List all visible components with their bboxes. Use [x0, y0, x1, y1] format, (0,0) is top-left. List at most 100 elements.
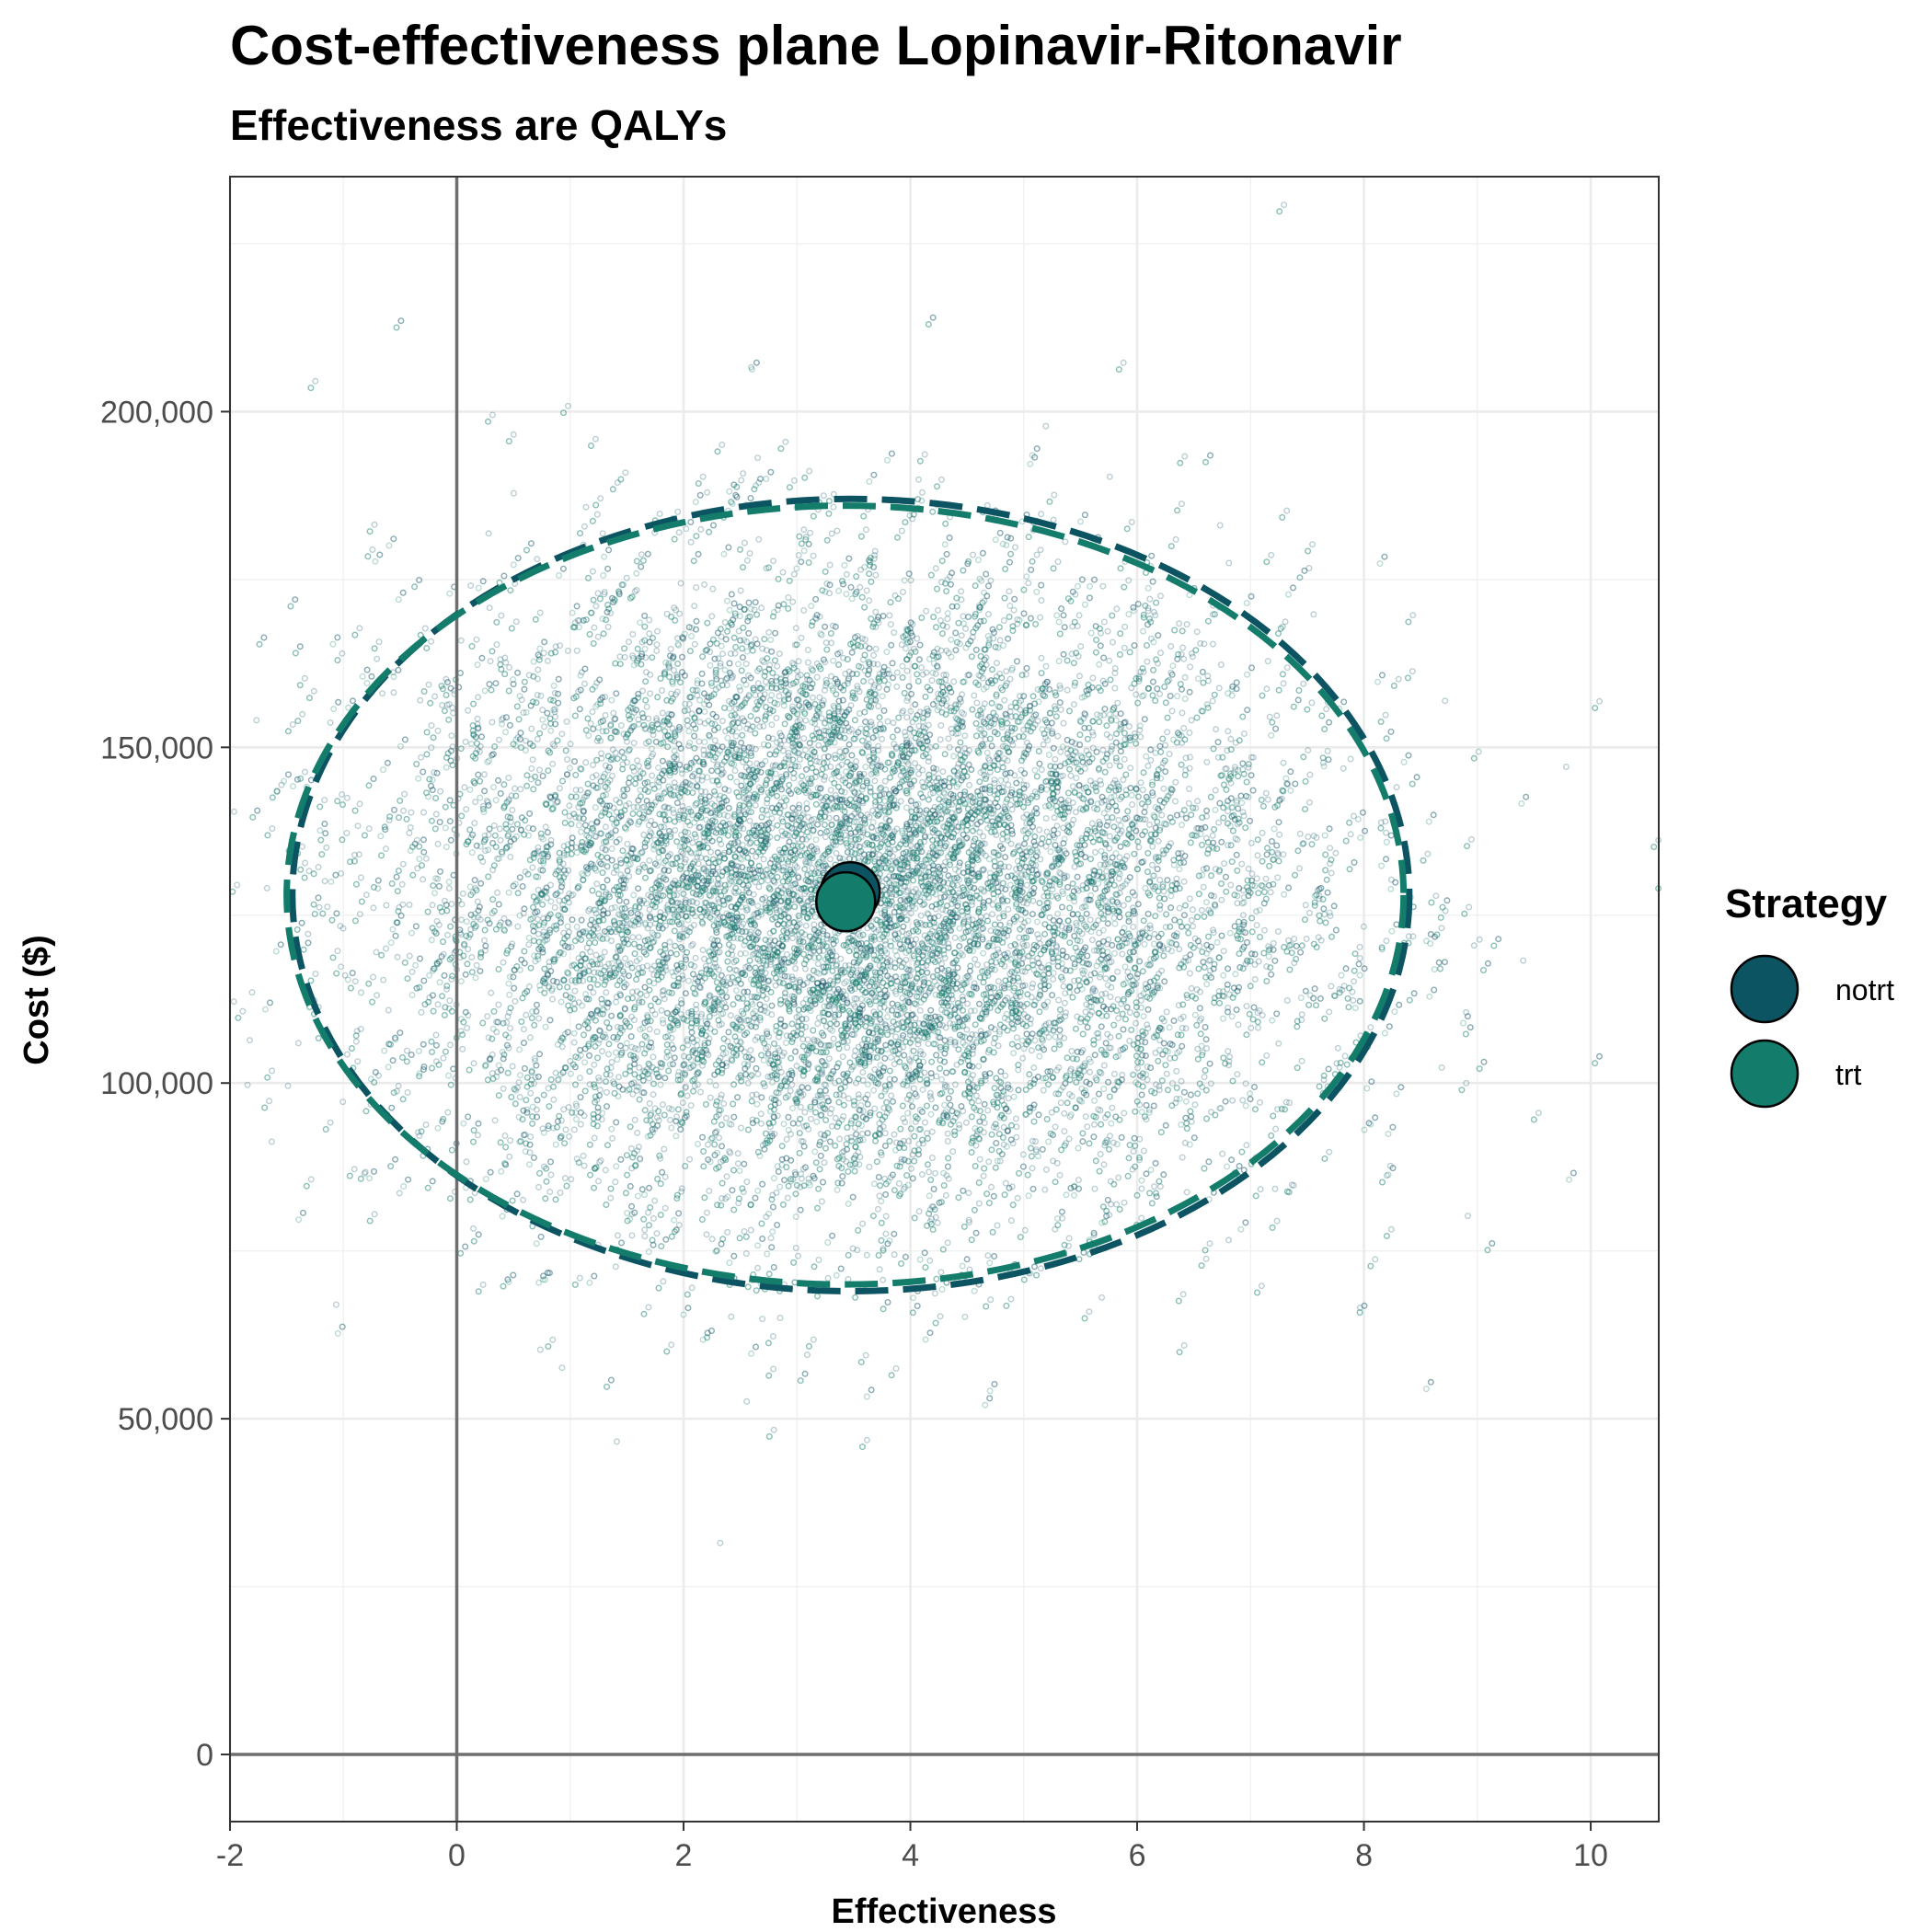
scatter-point — [909, 903, 916, 910]
scatter-point — [940, 845, 948, 852]
scatter-point — [608, 904, 615, 912]
scatter-point — [900, 753, 907, 761]
scatter-point — [520, 910, 527, 917]
scatter-point — [748, 363, 755, 371]
scatter-point — [650, 1091, 657, 1098]
scatter-point — [1123, 877, 1131, 884]
scatter-point — [744, 614, 752, 621]
scatter-point — [990, 807, 997, 814]
scatter-point — [758, 1120, 765, 1127]
scatter-point — [383, 902, 390, 909]
scatter-point — [1215, 868, 1223, 876]
scatter-point — [804, 646, 811, 653]
scatter-point — [1007, 840, 1015, 847]
scatter-point — [1476, 936, 1483, 943]
scatter-point — [862, 1043, 869, 1051]
scatter-point — [1356, 954, 1363, 961]
scatter-point — [488, 989, 495, 996]
scatter-point — [1095, 766, 1102, 774]
scatter-point — [731, 966, 739, 973]
scatter-point — [1328, 983, 1335, 990]
scatter-point — [701, 581, 708, 588]
scatter-point — [875, 1068, 882, 1075]
scatter-point — [982, 852, 989, 859]
scatter-point — [832, 752, 839, 759]
scatter-point — [828, 1071, 835, 1078]
scatter-point — [1100, 1049, 1108, 1056]
scatter-point — [905, 770, 913, 777]
scatter-point — [593, 1097, 601, 1104]
scatter-point — [783, 950, 790, 958]
scatter-point — [860, 814, 868, 822]
scatter-point — [671, 768, 678, 776]
scatter-point — [918, 1170, 926, 1178]
scatter-point — [722, 728, 730, 735]
scatter-point — [879, 735, 886, 742]
scatter-point — [497, 656, 504, 663]
scatter-point — [677, 807, 684, 814]
grid-minor — [230, 177, 1659, 1822]
scatter-point — [1102, 975, 1110, 983]
scatter-point — [1177, 1015, 1184, 1022]
scatter-point — [960, 1108, 967, 1115]
scatter-point — [1248, 753, 1255, 761]
scatter-point — [962, 1119, 970, 1126]
scatter-point — [1013, 801, 1020, 809]
scatter-point — [742, 796, 750, 803]
scatter-point — [1113, 907, 1121, 914]
scatter-point — [602, 845, 609, 853]
scatter-point — [966, 937, 973, 945]
scatter-point — [749, 1091, 756, 1098]
scatter-point — [760, 976, 767, 983]
scatter-point — [1178, 650, 1185, 658]
scatter-point — [773, 779, 780, 787]
scatter-point — [854, 1247, 861, 1254]
scatter-point — [1041, 1003, 1049, 1010]
scatter-point — [965, 1190, 972, 1197]
scatter-point — [1128, 684, 1135, 692]
scatter-point — [842, 1073, 849, 1080]
scatter-point — [535, 1183, 543, 1190]
scatter-point — [879, 791, 886, 799]
scatter-point — [1239, 1097, 1247, 1104]
scatter-point — [829, 622, 836, 629]
scatter-point — [370, 904, 377, 912]
scatter-point — [1319, 759, 1327, 766]
scatter-point — [661, 963, 669, 971]
scatter-point — [864, 811, 871, 819]
scatter-point — [493, 1018, 500, 1026]
scatter-point — [651, 889, 659, 896]
scatter-point — [1107, 1033, 1114, 1041]
scatter-point — [1041, 685, 1049, 693]
scatter-point — [394, 953, 401, 960]
scatter-point — [985, 803, 993, 811]
scatter-point — [753, 1033, 761, 1041]
scatter-point — [864, 1091, 871, 1098]
scatter-point — [925, 1040, 932, 1047]
scatter-point — [1020, 814, 1028, 822]
scatter-point — [744, 1061, 752, 1068]
scatter-point — [941, 1081, 949, 1088]
scatter-point — [847, 726, 855, 733]
scatter-point — [627, 960, 634, 967]
scatter-point — [677, 933, 684, 940]
scatter-point — [632, 1054, 639, 1062]
scatter-point — [880, 726, 888, 733]
scatter-point — [1217, 661, 1225, 669]
scatter-point — [776, 1314, 784, 1321]
scatter-point — [809, 752, 816, 759]
scatter-point — [913, 1001, 920, 1008]
scatter-point — [949, 901, 956, 908]
scatter-point — [714, 826, 721, 834]
scatter-point — [1225, 728, 1232, 735]
scatter-point — [1069, 799, 1076, 807]
scatter-point — [746, 1074, 753, 1081]
scatter-point — [1274, 928, 1282, 936]
scatter-point — [615, 1232, 622, 1239]
scatter-point — [937, 722, 945, 730]
scatter-point — [664, 902, 672, 909]
scatter-point — [840, 753, 847, 760]
scatter-point — [827, 764, 834, 771]
scatter-point — [870, 926, 878, 933]
scatter-point — [659, 988, 666, 995]
